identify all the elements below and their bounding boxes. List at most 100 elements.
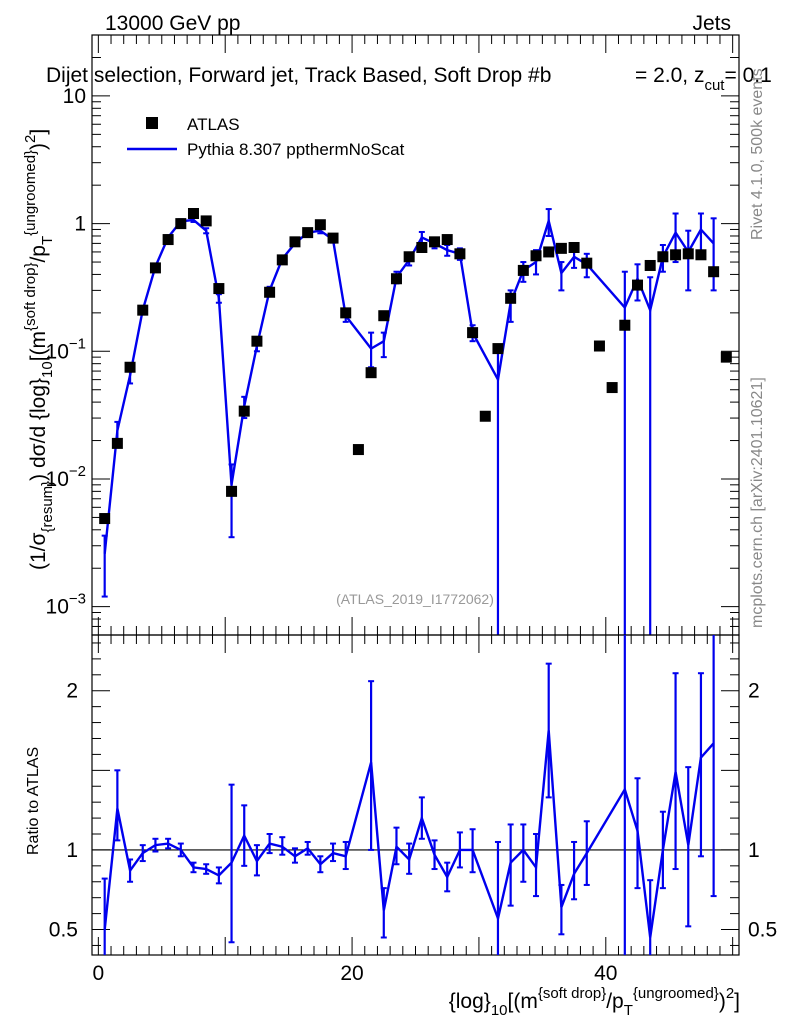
legend-label-atlas: ATLAS [187,115,240,134]
data-point [226,485,238,497]
ratio-y-axis-label: Ratio to ATLAS [25,747,42,855]
legend-marker-atlas [146,117,158,129]
y-label-l: ] [27,129,50,135]
main-y-tick-label: 10−3 [46,591,86,619]
ratio-error-bars [101,635,717,955]
y-label-e: [(m [27,331,50,361]
data-point [644,259,656,271]
main-ticks [92,34,739,636]
y-label-i: {ungroomed} [22,150,39,236]
data-point [441,234,453,246]
data-point [555,242,567,254]
main-y-tick-base: 10 [46,340,69,363]
data-point [657,251,669,263]
main-y-tick-label: 10−2 [46,463,86,491]
data-point [467,327,479,339]
ratio-y-tick-label-left: 0.5 [49,919,78,942]
data-point [162,234,174,246]
data-point [619,319,631,331]
y-label-d: 10 [39,361,56,378]
x-label-b: 10 [491,1002,508,1019]
x-label-j: ] [734,990,740,1013]
category-label: Jets [692,12,731,35]
analysis-label: (ATLAS_2019_I1772062) [336,591,494,607]
main-y-tick-exponent: −1 [69,335,86,352]
data-point [454,248,466,260]
data-point [200,215,212,227]
data-point [302,227,314,239]
data-point [352,444,364,456]
data-point [365,367,377,379]
data-point [530,250,542,262]
data-point [593,340,605,352]
title-tail-text: = 2.0, z [635,64,704,87]
main-y-tick-exponent: −2 [69,463,86,480]
data-point [720,351,732,363]
data-point [670,249,682,261]
ratio-y-tick-label-right: 1 [748,839,760,862]
x-label-e: /p [606,990,624,1013]
main-y-tick-base: 10 [46,596,69,619]
ratio-y-tick-labels: 0.5 0.5 1 1 2 2 [49,680,777,942]
main-y-tick-base: 10 [63,85,86,108]
data-point [314,219,326,231]
data-point [708,266,720,278]
ratio-y-tick-label-right: 0.5 [748,919,777,942]
x-tick-label: 20 [340,962,363,985]
ratio-y-tick-label-right: 2 [748,680,760,703]
plot-title: Dijet selection, Forward jet, Track Base… [46,64,551,87]
data-point [632,279,644,291]
y-label-f: {soft drop} [22,263,39,331]
data-point [175,218,187,230]
x-label-h: ) [719,990,726,1013]
data-point [251,335,263,347]
x-label-a: {log} [449,990,491,1013]
x-axis-label: {log}10[(m{soft drop}/pT{ungroomed})2] [449,985,740,1019]
ratio-y-tick-label-left: 2 [66,680,78,703]
data-point [149,262,161,274]
x-label-i: 2 [726,985,734,1002]
ratio-panel-frame [91,634,740,956]
data-point [289,236,301,248]
y-label-j: ) [27,143,50,150]
y-label-c: ) dσ/d {log} [27,378,50,481]
y-label-g: /p [27,245,50,263]
data-point [568,241,580,253]
rivet-label: Rivet 4.1.0, 500k events [749,68,766,240]
data-point [238,405,250,417]
mcplots-label: mcplots.cern.ch [arXiv:2401.10621] [749,377,766,628]
data-point [403,251,415,263]
data-point [111,437,123,449]
main-y-axis-label: (1/σ{resum}) dσ/d {log}10[(m{soft drop}/… [22,129,56,570]
beam-label: 13000 GeV pp [105,12,240,35]
x-tick-label: 0 [92,962,104,985]
data-point [682,248,694,260]
data-point [390,273,402,285]
ratio-ticks [92,635,739,955]
main-y-tick-base: 1 [74,213,86,236]
data-point [505,292,517,304]
legend-label-mc: Pythia 8.307 ppthermNoScat [187,140,405,159]
data-markers [99,207,732,525]
main-y-tick-label: 10−1 [46,335,86,363]
x-tick-labels: 0 20 40 [92,962,617,985]
data-point [264,286,276,298]
data-point [416,241,428,253]
plot-title-tail: = 2.0, zcut= 0.1 [635,64,772,94]
data-point [479,410,491,422]
data-point [137,304,149,316]
data-point [429,236,441,248]
x-label-f: T [624,1002,633,1019]
ratio-series-line [103,730,715,938]
mc-series-line [103,216,715,554]
main-y-tick-label: 1 [74,213,86,236]
data-point [581,257,593,269]
x-tick-label: 40 [594,962,617,985]
x-label-d: {soft drop} [538,985,606,1002]
y-label-b: {resum} [39,481,56,533]
y-label-k: 2 [22,135,39,143]
data-point [606,382,618,394]
data-point [517,264,529,276]
data-point [543,246,555,258]
